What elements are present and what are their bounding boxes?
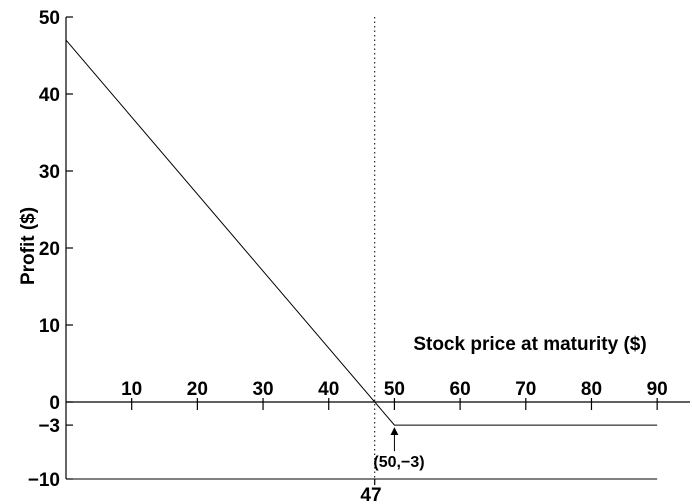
y-tick-label: −10 [28,470,60,491]
y-axis-title: Profit ($) [18,207,39,285]
y-tick-label: 50 [39,8,60,29]
y-tick-label: 30 [39,162,60,183]
y-tick-label: −3 [38,416,60,437]
x-tick-label: 70 [515,379,536,400]
x-tick-label: 50 [384,379,405,400]
breakeven-label: 47 [360,485,381,504]
y-tick-label: 0 [49,393,60,414]
series-layer [65,39,658,426]
guides [374,17,399,479]
y-tick-label: 40 [39,85,60,106]
x-tick-label: 10 [121,379,142,400]
x-tick-label: 90 [647,379,668,400]
annotation-label: (50,−3) [373,454,424,471]
labels-layer: Profit ($) Stock price at maturity ($) 4… [18,207,647,504]
x-tick-label: 20 [187,379,208,400]
x-axis-title: Stock price at maturity ($) [413,334,646,355]
y-tick-label: 20 [39,239,60,260]
x-tick-label: 60 [450,379,471,400]
x-tick-label: 30 [252,379,273,400]
x-tick-label: 80 [581,379,602,400]
profit-line [65,39,658,426]
axes: −10 −30 10 20 30 40 50 10 20 30 40 50 60 70 80 90 [28,8,690,491]
y-tick-label: 10 [39,316,60,337]
x-tick-label: 40 [318,379,339,400]
